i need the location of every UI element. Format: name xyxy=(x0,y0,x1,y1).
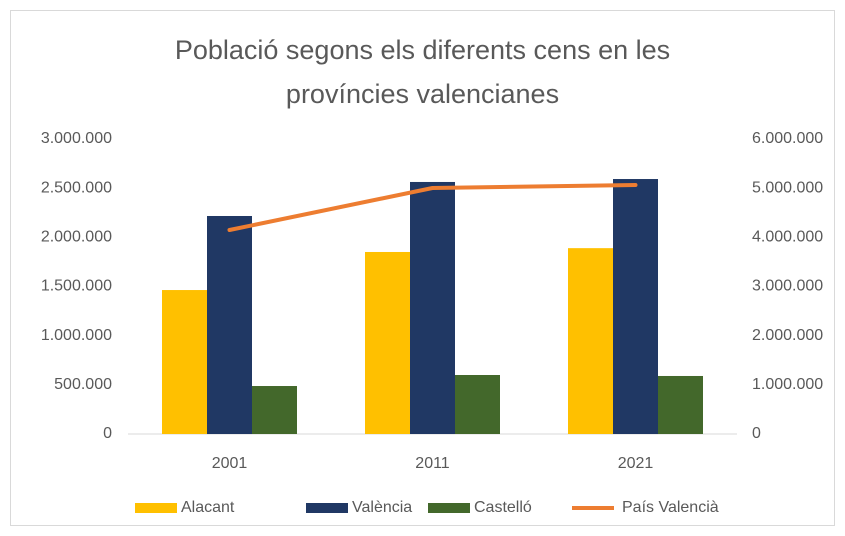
y-tick-label: 1.000.000 xyxy=(41,327,112,344)
bar xyxy=(207,215,252,434)
legend-swatch xyxy=(135,503,177,513)
chart-border xyxy=(10,10,835,526)
bar xyxy=(658,375,703,434)
y2-tick-label: 5.000.000 xyxy=(752,179,823,196)
x-tick-label: 2021 xyxy=(618,455,654,472)
line-series xyxy=(227,183,638,233)
legend-label: País Valencià xyxy=(622,499,719,516)
legend-label: València xyxy=(352,499,412,516)
y-tick-label: 3.000.000 xyxy=(41,130,112,147)
bar xyxy=(613,179,658,434)
bar xyxy=(455,375,500,434)
chart-title: Població segons els diferents cens en le… xyxy=(174,35,671,109)
bar xyxy=(365,251,410,434)
y2-tick-label: 0 xyxy=(752,425,761,442)
bar xyxy=(252,386,297,434)
y-tick-label: 500.000 xyxy=(54,376,112,393)
legend-swatch xyxy=(306,503,348,513)
x-tick-label: 2001 xyxy=(212,455,248,472)
legend-label: Alacant xyxy=(181,499,235,516)
y2-tick-label: 3.000.000 xyxy=(752,278,823,295)
legend-label: Castelló xyxy=(474,499,532,516)
y2-tick-label: 6.000.000 xyxy=(752,130,823,147)
legend-swatch xyxy=(428,503,470,513)
y-tick-label: 1.500.000 xyxy=(41,278,112,295)
y2-tick-label: 2.000.000 xyxy=(752,327,823,344)
y-tick-label: 0 xyxy=(103,425,112,442)
y2-tick-label: 1.000.000 xyxy=(752,376,823,393)
bar xyxy=(162,290,207,434)
y-tick-label: 2.500.000 xyxy=(41,179,112,196)
y2-tick-label: 4.000.000 xyxy=(752,229,823,246)
bar xyxy=(568,248,613,434)
bar xyxy=(410,181,455,434)
x-tick-label: 2011 xyxy=(415,455,450,472)
y-tick-label: 2.000.000 xyxy=(41,229,112,246)
